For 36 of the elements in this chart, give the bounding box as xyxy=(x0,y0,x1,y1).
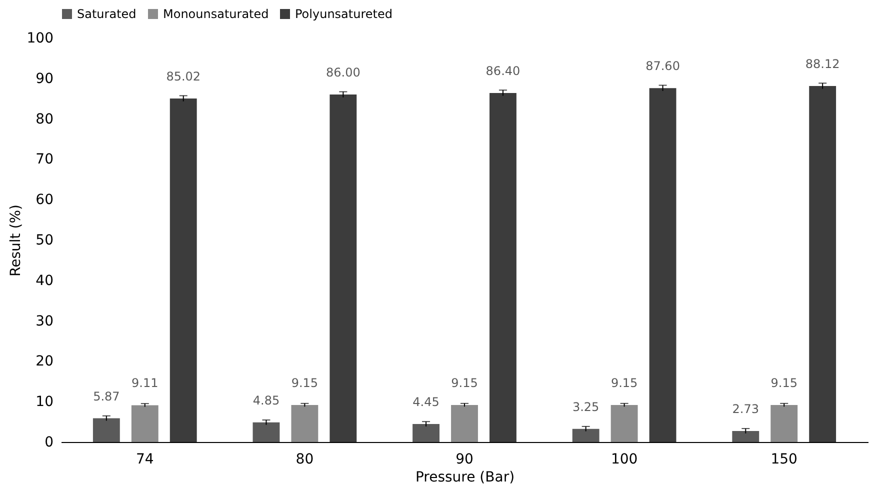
x-tick-label: 90 xyxy=(456,452,474,468)
y-tick-label: 80 xyxy=(36,111,54,128)
data-label: 9.15 xyxy=(451,376,478,390)
y-tick-label: 50 xyxy=(36,232,54,248)
y-tick-label: 40 xyxy=(36,272,54,289)
y-tick-label: 30 xyxy=(36,313,54,330)
data-label: 9.15 xyxy=(291,376,318,390)
y-tick-label: 10 xyxy=(36,394,54,410)
y-tick-label: 0 xyxy=(44,434,54,450)
y-tick-label: 100 xyxy=(26,30,54,46)
x-tick-label: 74 xyxy=(136,452,154,468)
data-label: 4.45 xyxy=(412,395,440,410)
data-label: 9.11 xyxy=(132,376,158,390)
data-label: 5.87 xyxy=(93,389,120,404)
data-label: 86.00 xyxy=(326,66,360,80)
legend-label: Polyunsatureted xyxy=(295,7,392,21)
y-tick-label: 90 xyxy=(36,70,54,87)
legend-label: Saturated xyxy=(77,7,136,21)
data-label: 85.02 xyxy=(166,70,201,84)
x-axis-title: Pressure (Bar) xyxy=(415,470,515,486)
y-tick-label: 60 xyxy=(36,192,54,208)
data-label: 9.15 xyxy=(770,376,798,390)
data-label: 87.60 xyxy=(646,59,680,74)
y-axis-title: Result (%) xyxy=(8,204,24,276)
y-tick-label: 70 xyxy=(36,152,54,168)
data-label: 4.85 xyxy=(252,393,280,408)
x-tick-label: 150 xyxy=(770,452,798,468)
data-label: 3.25 xyxy=(572,400,600,414)
data-label: 86.40 xyxy=(486,64,520,78)
x-tick-label: 100 xyxy=(610,452,638,468)
data-label: 88.12 xyxy=(805,56,840,71)
legend-label: Monounsaturated xyxy=(163,7,269,21)
y-tick-label: 20 xyxy=(36,354,54,370)
x-tick-label: 80 xyxy=(296,452,314,468)
data-label: 2.73 xyxy=(732,402,759,416)
data-label: 9.15 xyxy=(610,376,638,390)
